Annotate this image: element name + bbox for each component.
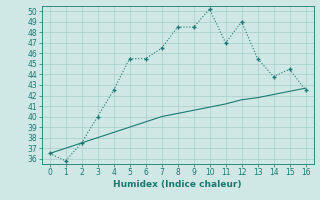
X-axis label: Humidex (Indice chaleur): Humidex (Indice chaleur) bbox=[113, 180, 242, 189]
